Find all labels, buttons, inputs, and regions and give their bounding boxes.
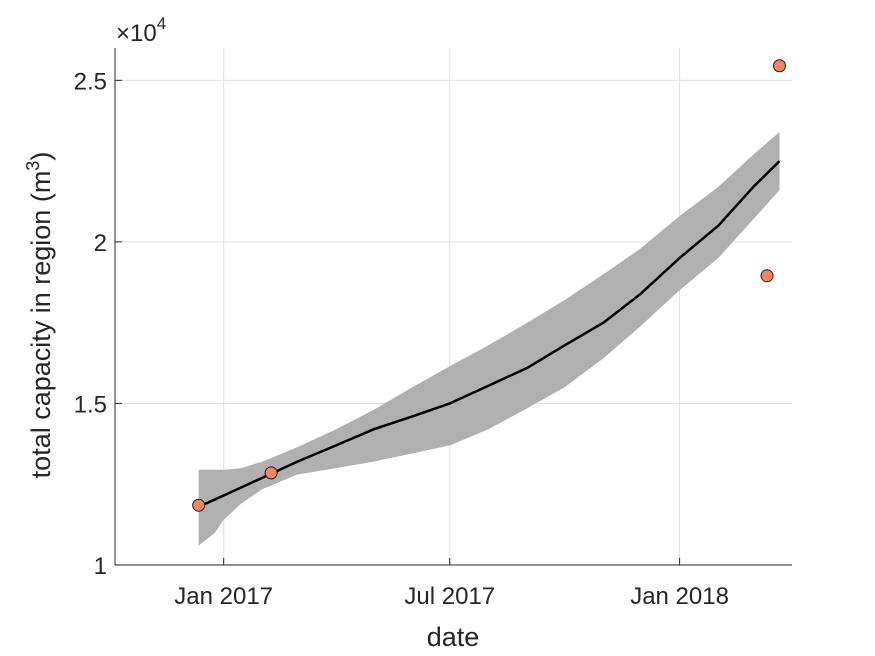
y-exponent-prefix: ×10 [116,20,157,47]
y-exponent-power: 4 [157,14,166,33]
band-area [198,132,780,546]
axes [114,48,792,566]
data-point [760,269,774,283]
data-point [264,466,278,480]
y-axis-label-superscript: 3 [23,161,43,171]
confidence-band [198,132,780,546]
y-tick-label: 2.5 [74,68,107,95]
y-tick-label: 1.5 [74,391,107,418]
x-tick-label: Jan 2018 [630,583,729,610]
y-axis-label-main: total capacity in region (m [26,171,56,479]
y-axis-label-close: ) [26,152,56,161]
x-axis-label: date [427,622,480,652]
fit-line [198,160,781,508]
fit-line-path [198,160,781,508]
y-tick-label: 2 [94,230,107,257]
x-tick-label: Jul 2017 [404,583,495,610]
data-point [773,59,787,73]
observation-points [192,59,787,512]
tick-labels: Jan 2017 Jul 2017 Jan 2018 1 1.5 2 2.5 [74,68,729,610]
y-tick-label: 1 [94,553,107,580]
data-point [192,498,206,512]
y-exponent-label: ×104 [116,14,166,47]
y-axis-label: total capacity in region (m3) [23,152,56,479]
x-tick-label: Jan 2017 [174,583,273,610]
